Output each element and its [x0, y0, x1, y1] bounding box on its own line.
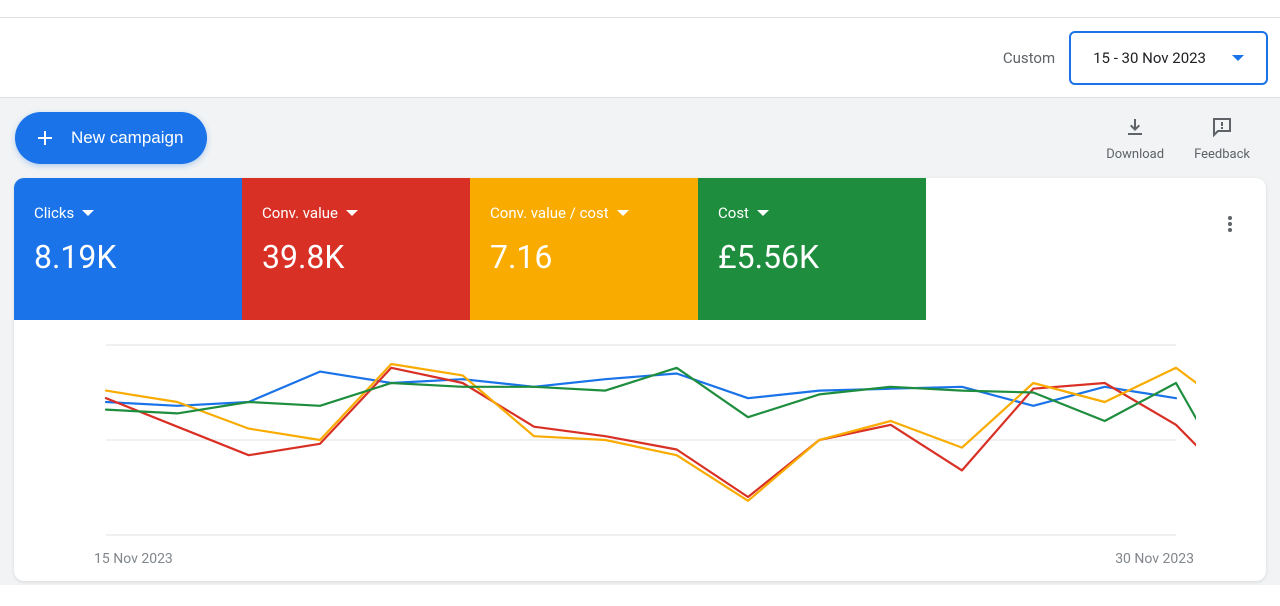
- metric-label: Clicks: [34, 204, 74, 222]
- overview-section: New campaign Download Feedback Clicks 8.…: [0, 98, 1280, 585]
- date-range-type-label: Custom: [1003, 49, 1055, 67]
- card-menu-button[interactable]: [1220, 214, 1240, 238]
- download-label: Download: [1106, 147, 1164, 162]
- metric-value: 39.8K: [262, 238, 450, 276]
- download-icon: [1123, 115, 1147, 139]
- metric-label: Conv. value / cost: [490, 204, 609, 222]
- trend-chart: 15 Nov 2023 30 Nov 2023: [14, 320, 1266, 581]
- date-range-selector[interactable]: 15 - 30 Nov 2023: [1069, 31, 1268, 85]
- download-button[interactable]: Download: [1106, 115, 1164, 162]
- new-campaign-label: New campaign: [71, 128, 183, 148]
- metric-tile-cost[interactable]: Cost £5.56K: [698, 178, 926, 320]
- chevron-down-icon: [346, 210, 358, 216]
- scorecard: Clicks 8.19K Conv. value 39.8K Conv. val…: [14, 178, 1266, 581]
- metric-value: £5.56K: [718, 238, 906, 276]
- date-range-bar: Custom 15 - 30 Nov 2023: [0, 18, 1280, 98]
- metric-label: Conv. value: [262, 204, 338, 222]
- top-divider: [0, 0, 1280, 18]
- metric-tile-clicks[interactable]: Clicks 8.19K: [14, 178, 242, 320]
- line-chart-svg: [34, 340, 1196, 545]
- new-campaign-button[interactable]: New campaign: [15, 112, 207, 164]
- metric-value: 8.19K: [34, 238, 222, 276]
- chevron-down-icon: [1232, 55, 1244, 61]
- date-range-value: 15 - 30 Nov 2023: [1093, 49, 1206, 67]
- plus-icon: [33, 126, 57, 150]
- metric-value: 7.16: [490, 238, 678, 276]
- chevron-down-icon: [757, 210, 769, 216]
- chevron-down-icon: [617, 210, 629, 216]
- metric-tiles: Clicks 8.19K Conv. value 39.8K Conv. val…: [14, 178, 1266, 320]
- kebab-icon: [1220, 214, 1240, 234]
- feedback-label: Feedback: [1194, 147, 1250, 162]
- metric-tile-conv-per-cost[interactable]: Conv. value / cost 7.16: [470, 178, 698, 320]
- chart-x-end: 30 Nov 2023: [1115, 551, 1194, 567]
- chart-x-axis: 15 Nov 2023 30 Nov 2023: [34, 545, 1246, 567]
- feedback-button[interactable]: Feedback: [1194, 115, 1250, 162]
- chart-x-start: 15 Nov 2023: [94, 551, 173, 567]
- action-row: New campaign Download Feedback: [0, 98, 1280, 178]
- metric-label: Cost: [718, 204, 749, 222]
- metric-tile-conv-value[interactable]: Conv. value 39.8K: [242, 178, 470, 320]
- feedback-icon: [1210, 115, 1234, 139]
- chevron-down-icon: [82, 210, 94, 216]
